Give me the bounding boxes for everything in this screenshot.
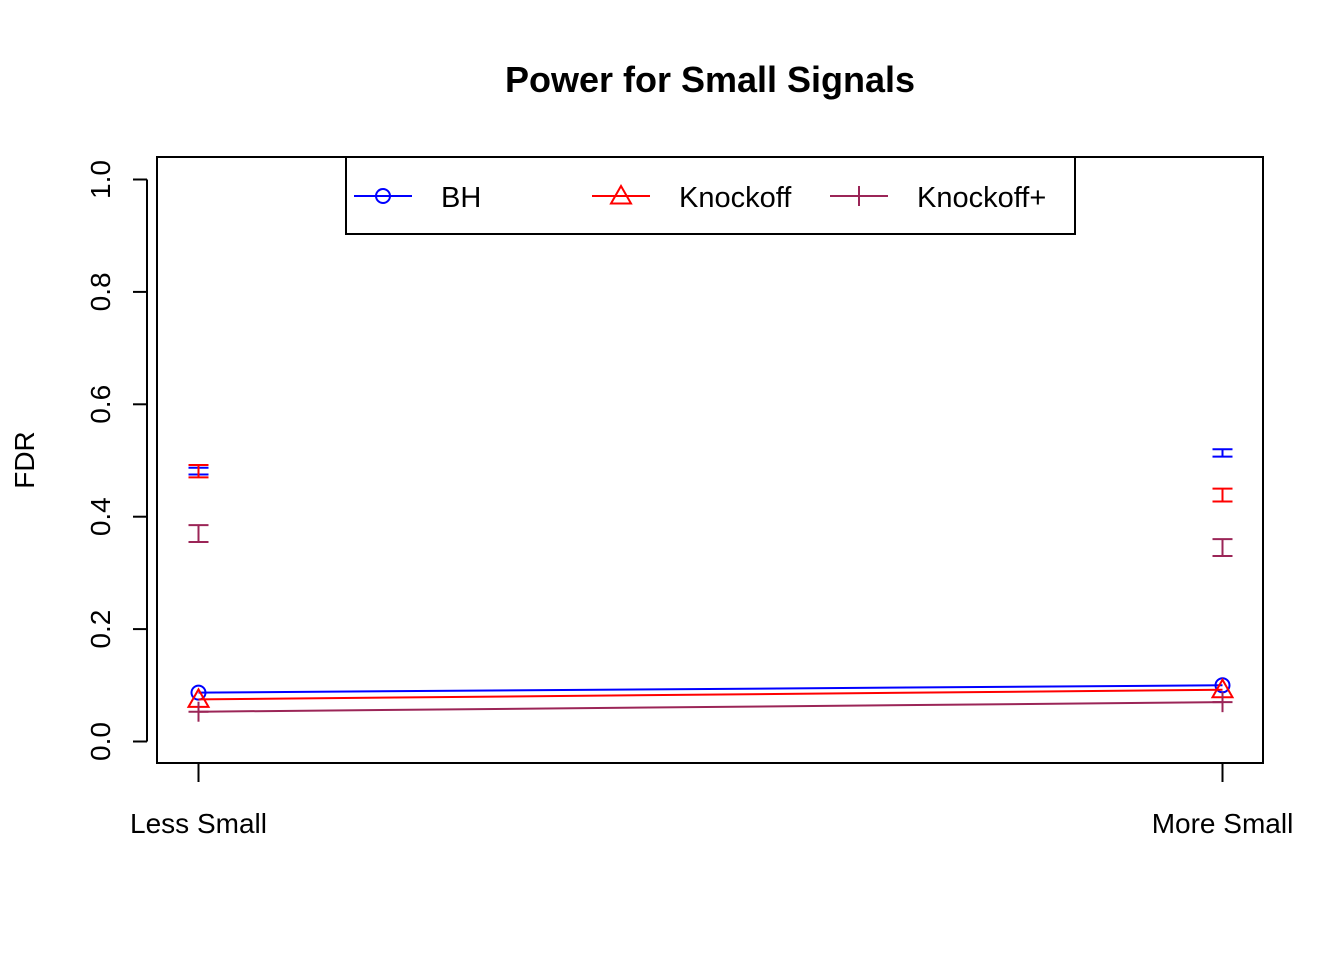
series-line	[198, 684, 1223, 694]
series-knockoff	[186, 463, 1235, 708]
series-layer	[186, 448, 1235, 722]
legend-label: Knockoff+	[917, 182, 1046, 214]
error-bar	[1212, 448, 1233, 458]
series-bh	[188, 448, 1233, 701]
plot-frame	[156, 156, 1264, 764]
legend-marker	[375, 188, 391, 204]
error-bar	[188, 463, 209, 479]
y-tick-label: 0.6	[85, 385, 116, 424]
legend-marker	[609, 183, 633, 205]
chart-title: Power for Small Signals	[505, 59, 915, 100]
x-tick-label: Less Small	[130, 808, 267, 839]
legend-label: Knockoff	[679, 182, 792, 214]
legend: BH Knockoff Knockoff+	[345, 156, 1076, 235]
legend-box	[345, 156, 1076, 235]
data-point	[1212, 692, 1233, 713]
error-bar	[188, 524, 209, 543]
y-tick-label: 0.4	[85, 497, 116, 536]
y-axis-label: FDR	[9, 431, 40, 489]
y-axis: 0.0 0.2 0.4 0.6 0.8 1.0	[85, 160, 148, 761]
error-bar	[1212, 538, 1233, 558]
legend-entry: Knockoff	[592, 182, 792, 214]
data-point	[188, 701, 209, 722]
y-tick-label: 1.0	[85, 160, 116, 199]
legend-entry: BH	[354, 182, 481, 214]
y-tick-label: 0.2	[85, 610, 116, 649]
error-bar	[1212, 487, 1233, 503]
data-point	[190, 684, 207, 701]
y-tick-label: 0.0	[85, 722, 116, 761]
series-knockoff-plus	[188, 524, 1233, 722]
x-axis: Less Small More Small	[130, 763, 1293, 839]
x-tick-label: More Small	[1152, 808, 1294, 839]
legend-entry: Knockoff+	[830, 182, 1046, 214]
series-line	[198, 688, 1223, 701]
series-line	[198, 701, 1223, 713]
legend-marker	[849, 186, 869, 206]
legend-label: BH	[441, 182, 481, 214]
y-tick-label: 0.8	[85, 272, 116, 311]
